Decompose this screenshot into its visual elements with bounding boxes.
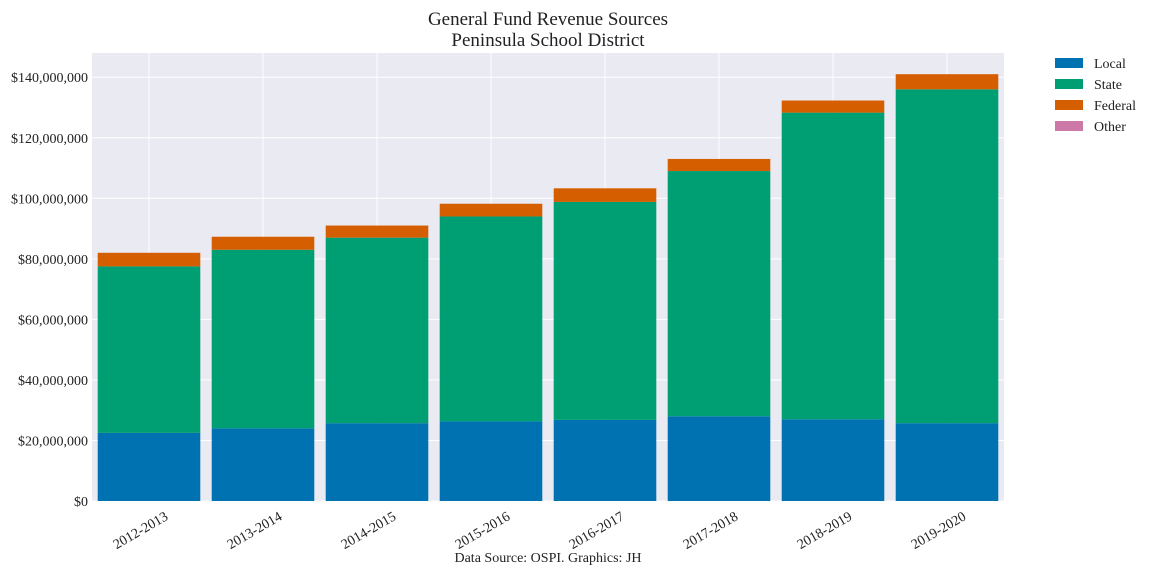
bar-state-2015-2016 xyxy=(439,216,543,422)
bar-local-2016-2017 xyxy=(553,419,657,501)
bar-state-2018-2019 xyxy=(781,112,885,420)
bar-federal-2015-2016 xyxy=(439,203,543,217)
bar-state-2016-2017 xyxy=(553,201,657,420)
bar-federal-2019-2020 xyxy=(895,74,999,90)
y-tick-label: $120,000,000 xyxy=(11,132,88,147)
legend-item-local: Local xyxy=(1055,57,1126,72)
y-tick-label: $40,000,000 xyxy=(18,374,88,389)
legend-item-federal: Federal xyxy=(1055,99,1136,114)
x-tick-label: 2012-2013 xyxy=(111,509,171,552)
legend: Local State Federal Other xyxy=(1055,57,1136,135)
bar-federal-2013-2014 xyxy=(211,236,315,250)
bar-state-2017-2018 xyxy=(667,171,771,417)
y-axis-ticks: $0 $20,000,000 $40,000,000 $60,000,000 $80,0… xyxy=(11,71,88,510)
bar-local-2013-2014 xyxy=(211,428,315,501)
y-tick-label: $80,000,000 xyxy=(18,253,88,268)
y-tick-label: $20,000,000 xyxy=(18,434,88,449)
legend-label: State xyxy=(1094,78,1122,93)
bar-federal-2014-2015 xyxy=(325,225,429,238)
bar-local-2014-2015 xyxy=(325,423,429,501)
x-tick-label: 2016-2017 xyxy=(567,509,627,552)
legend-item-other: Other xyxy=(1055,120,1126,135)
y-tick-label: $0 xyxy=(74,495,88,510)
legend-swatch xyxy=(1055,58,1083,68)
bar-local-2018-2019 xyxy=(781,419,885,501)
bar-federal-2012-2013 xyxy=(97,252,201,267)
legend-label: Local xyxy=(1094,57,1126,72)
y-tick-label: $100,000,000 xyxy=(11,192,88,207)
bars xyxy=(97,74,999,501)
x-tick-label: 2017-2018 xyxy=(681,509,741,552)
chart-caption: Data Source: OSPI. Graphics: JH xyxy=(454,551,641,566)
bar-state-2013-2014 xyxy=(211,249,315,429)
x-tick-label: 2013-2014 xyxy=(225,509,285,552)
bar-local-2017-2018 xyxy=(667,416,771,501)
bar-federal-2018-2019 xyxy=(781,100,885,113)
x-tick-label: 2014-2015 xyxy=(339,509,399,552)
bar-federal-2016-2017 xyxy=(553,188,657,202)
chart-subtitle: Peninsula School District xyxy=(451,30,645,51)
y-tick-label: $60,000,000 xyxy=(18,313,88,328)
bar-state-2012-2013 xyxy=(97,266,201,433)
x-axis-ticks: 2012-2013 2013-2014 2014-2015 2015-2016 2016… xyxy=(111,509,969,552)
bar-federal-2017-2018 xyxy=(667,158,771,172)
legend-swatch xyxy=(1055,121,1083,131)
legend-label: Other xyxy=(1094,120,1126,135)
x-tick-label: 2019-2020 xyxy=(909,509,969,552)
legend-swatch xyxy=(1055,100,1083,110)
legend-item-state: State xyxy=(1055,78,1122,93)
bar-local-2012-2013 xyxy=(97,432,201,501)
bar-local-2019-2020 xyxy=(895,423,999,501)
legend-swatch xyxy=(1055,79,1083,89)
x-tick-label: 2015-2016 xyxy=(453,509,513,552)
bar-state-2019-2020 xyxy=(895,89,999,424)
bar-state-2014-2015 xyxy=(325,237,429,424)
bar-local-2015-2016 xyxy=(439,421,543,501)
y-tick-label: $140,000,000 xyxy=(11,71,88,86)
x-tick-label: 2018-2019 xyxy=(795,509,855,552)
legend-label: Federal xyxy=(1094,99,1136,114)
chart-title: General Fund Revenue Sources xyxy=(428,9,668,30)
